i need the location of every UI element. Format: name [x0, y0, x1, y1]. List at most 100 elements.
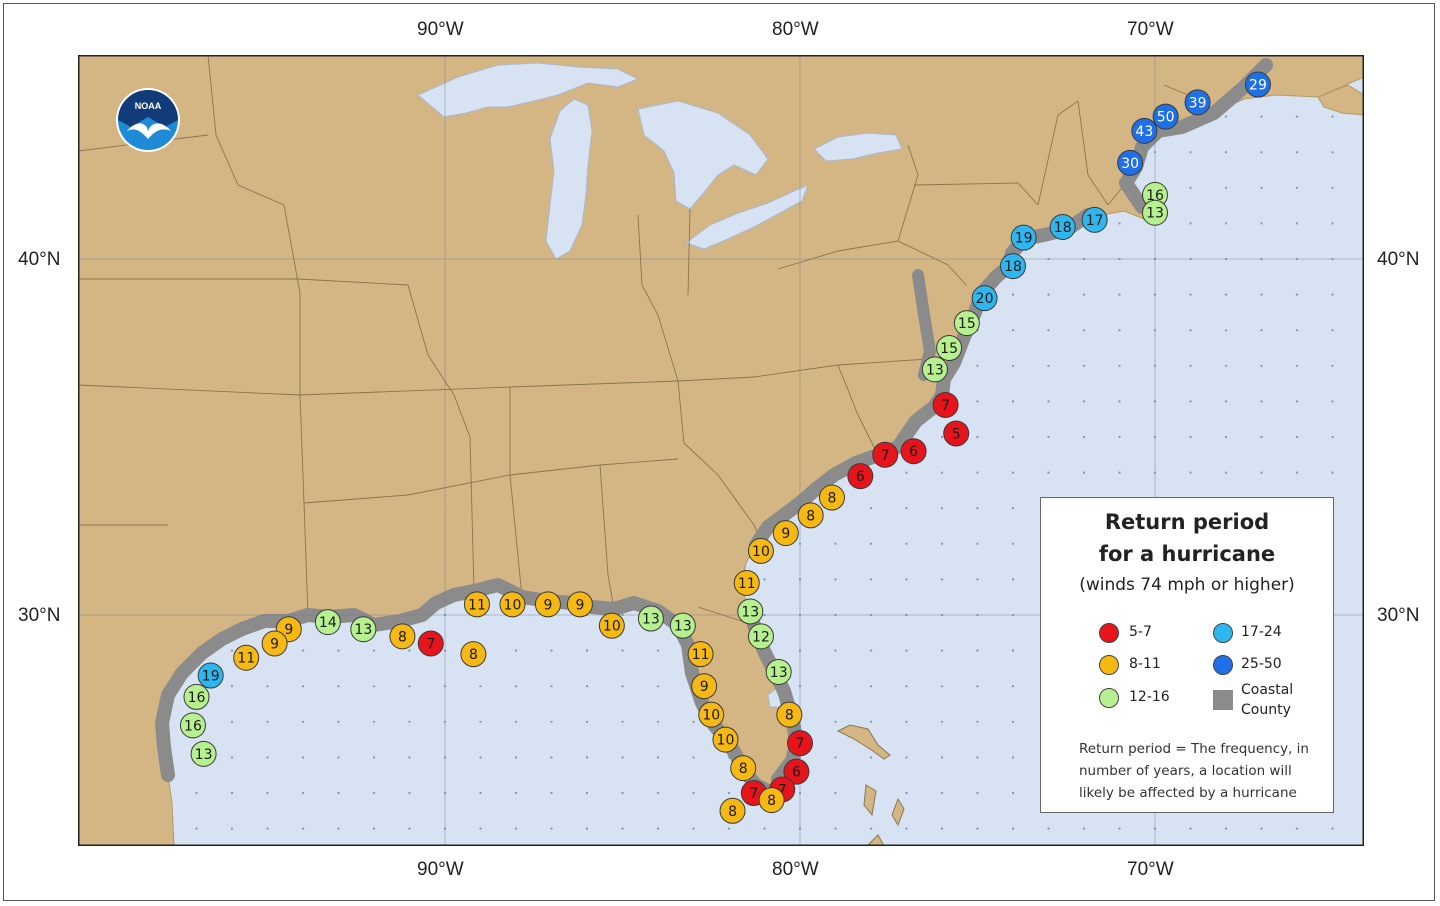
ocean-grid-dot	[266, 720, 269, 723]
return-period-marker: 50	[1152, 103, 1179, 130]
return-period-marker: 11	[733, 569, 760, 596]
return-period-marker: 18	[1049, 213, 1076, 240]
ocean-grid-dot	[1295, 827, 1299, 830]
ocean-grid-dot	[408, 827, 411, 830]
ocean-grid-dot	[230, 685, 234, 688]
ocean-grid-dot	[1224, 186, 1228, 189]
ocean-grid-dot	[372, 649, 376, 652]
return-period-marker: 10	[712, 726, 739, 753]
ocean-grid-dot	[1082, 827, 1086, 830]
return-period-marker: 7	[417, 630, 444, 657]
ocean-grid-dot	[940, 542, 944, 545]
return-period-marker: 5	[943, 420, 970, 447]
ocean-grid-dot	[337, 649, 340, 652]
ocean-grid-dot	[976, 791, 979, 795]
ocean-grid-dot	[372, 720, 376, 723]
legend-swatch-coastal-county	[1213, 690, 1233, 710]
marker-circle	[772, 520, 799, 547]
marker-label: 8	[728, 804, 737, 820]
marker-label: 7	[941, 398, 950, 414]
return-period-marker: 8	[797, 502, 824, 529]
ocean-grid-dot	[834, 756, 837, 759]
ocean-grid-dot	[550, 791, 553, 795]
ocean-grid-dot	[1118, 293, 1121, 296]
ocean-grid-dot	[1260, 827, 1263, 830]
ocean-grid-dot	[1331, 293, 1334, 296]
legend-title-line2: for a hurricane	[1098, 542, 1276, 566]
marker-circle	[719, 797, 746, 824]
marker-label: 11	[468, 597, 486, 613]
ocean-grid-dot	[656, 720, 660, 723]
ocean-grid-dot	[1011, 471, 1015, 474]
ocean-grid-dot	[1047, 364, 1050, 367]
ocean-grid-dot	[940, 649, 944, 652]
ocean-grid-dot	[1295, 364, 1299, 367]
return-period-marker: 12	[747, 623, 774, 650]
legend-label-8-11: 8-11	[1129, 656, 1161, 672]
lake-huron	[637, 100, 769, 210]
ocean-grid-dot	[479, 756, 482, 759]
ocean-grid-dot	[905, 542, 908, 545]
ocean-grid-dot	[940, 791, 944, 795]
return-period-marker: 8	[460, 641, 487, 668]
ocean-grid-dot	[656, 827, 660, 830]
marker-label: 11	[738, 576, 756, 592]
ocean-grid-dot	[585, 685, 589, 688]
ocean-grid-dot	[408, 756, 411, 759]
ocean-grid-dot	[692, 756, 695, 759]
marker-label: 15	[958, 316, 976, 332]
lat-label-right-40n: 40°N	[1377, 249, 1420, 270]
return-period-marker: 9	[566, 591, 593, 618]
marker-label: 30	[1121, 156, 1139, 172]
lon-label-bottom-70w: 70°W	[1127, 859, 1174, 880]
return-period-marker: 19	[1010, 224, 1037, 251]
marker-circle	[921, 356, 948, 383]
marker-label: 19	[202, 669, 220, 685]
ocean-grid-dot	[976, 364, 979, 367]
ocean-grid-dot	[372, 827, 376, 830]
ocean-grid-dot	[940, 507, 944, 510]
ocean-grid-dot	[1295, 115, 1299, 118]
marker-circle	[847, 463, 874, 490]
marker-label: 13	[1146, 206, 1164, 222]
ocean-grid-dot	[976, 542, 979, 545]
ocean-grid-dot	[1011, 542, 1015, 545]
ocean-grid-dot	[1189, 151, 1192, 154]
return-period-marker: 8	[719, 797, 746, 824]
marker-circle	[787, 730, 813, 757]
ocean-grid-dot	[869, 756, 873, 759]
marker-circle	[566, 591, 593, 618]
lon-label-top-90w: 90°W	[417, 19, 464, 40]
ocean-grid-dot	[1189, 222, 1192, 225]
ocean-grid-dot	[266, 827, 269, 830]
marker-circle	[712, 726, 739, 753]
return-period-marker: 8	[758, 787, 785, 814]
ocean-grid-dot	[266, 756, 269, 759]
marker-label: 18	[1004, 259, 1022, 275]
ocean-grid-dot	[479, 791, 482, 795]
marker-circle	[1000, 253, 1026, 280]
legend-swatch-5-7	[1099, 623, 1119, 643]
marker-label: 8	[767, 793, 776, 809]
ocean-grid-dot	[266, 791, 269, 795]
marker-label: 13	[926, 362, 944, 378]
ocean-grid-dot	[976, 827, 979, 830]
marker-circle	[783, 758, 810, 785]
ocean-grid-dot	[1118, 222, 1121, 225]
ocean-grid-dot	[408, 685, 411, 688]
ocean-grid-dot	[195, 827, 198, 830]
legend-swatch-12-16	[1099, 688, 1119, 708]
marker-label: 19	[1015, 231, 1033, 247]
legend-label-17-24: 17-24	[1241, 624, 1282, 640]
marker-label: 6	[856, 469, 865, 485]
ocean-grid-dot	[976, 400, 979, 403]
ocean-grid-dot	[1011, 293, 1015, 296]
return-period-marker: 13	[190, 740, 217, 767]
ocean-grid-dot	[1047, 329, 1050, 332]
marker-label: 12	[752, 629, 770, 645]
ocean-grid-dot	[301, 827, 305, 830]
noaa-logo: NOAA	[116, 88, 180, 152]
marker-circle	[233, 644, 260, 671]
ocean-grid-dot	[1260, 151, 1263, 154]
ocean-grid-dot	[976, 720, 979, 723]
